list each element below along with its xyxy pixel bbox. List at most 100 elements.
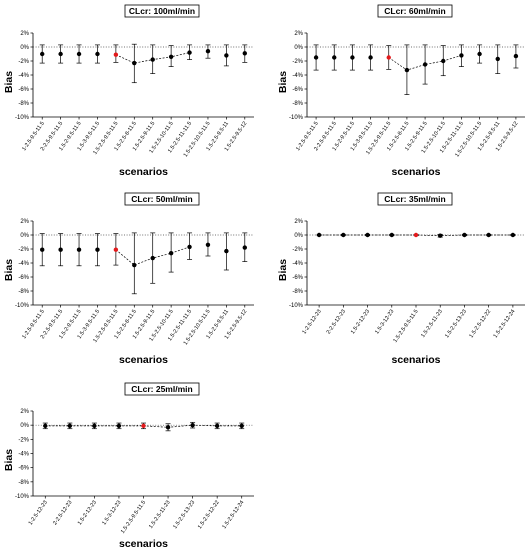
data-point [510,232,516,238]
data-point [477,51,482,57]
y-tick-label: -4% [292,73,303,79]
y-tick-label: 0% [20,423,29,429]
x-axis-label: scenarios [391,166,440,178]
data-point [513,53,519,59]
y-tick-label: 2% [20,409,29,415]
x-tick-label: 1.5-2.5-12-24 [221,500,245,530]
x-tick-label: 1.5-3-12-23 [101,500,122,527]
data-point [242,51,247,56]
series-connector-line [319,234,513,237]
x-tick-label: 1-2.5-12-23 [28,500,49,527]
data-point [187,50,192,55]
y-tick-label: 0% [294,233,303,239]
data-point [190,422,195,428]
chart-panel-3: CLcr: 50ml/min2%0%-2%-4%-6%-8%-10%1-2.5-… [3,192,254,366]
y-tick-label: -8% [292,101,303,107]
x-tick-label: 1.5-2-12-23 [77,500,98,527]
data-point [95,247,100,252]
data-point [168,251,174,256]
data-point [132,262,137,268]
x-tick-label: 1-2.5-12-23 [302,309,323,336]
y-tick-label: -8% [18,101,29,107]
y-tick-label: -10% [15,494,30,500]
data-point [332,55,337,60]
x-tick-label: 1.5-2.5-12-22 [197,500,221,530]
data-point [168,54,174,59]
y-tick-label: 2% [20,219,29,225]
x-tick-label: 2-2.5-12-23 [326,309,347,336]
y-tick-label: -4% [18,261,29,267]
x-tick-label: 1.5-2.5-9.5-11.5 [393,309,420,344]
chart-panel-1: CLcr: 100ml/min2%0%-2%-4%-6%-8%-10%1-2.5… [3,4,254,178]
x-tick-label: 1.5-2-12-23 [350,309,371,336]
data-point [40,247,45,252]
data-point [224,53,229,58]
data-point [316,232,322,238]
y-tick-label: 2% [294,31,303,37]
chart-panel-2: CLcr: 60ml/min2%0%-2%-4%-6%-8%-10%1-2.5-… [277,4,525,178]
x-axis-label: scenarios [119,354,168,366]
y-tick-label: -10% [289,115,304,121]
data-point [132,60,137,66]
y-tick-label: -6% [292,87,303,93]
x-tick-label: 2-2.5-12-23 [52,500,73,527]
x-axis-label: scenarios [119,166,168,178]
data-point [341,232,346,238]
x-axis-label: scenarios [119,538,168,550]
y-axis-label: Bias [277,71,289,93]
y-tick-label: -2% [18,437,29,443]
data-point-highlight [413,232,419,238]
data-point [224,248,229,254]
chart-title: CLcr: 60ml/min [384,6,445,16]
chart-title-box [377,4,453,18]
data-point [368,55,373,60]
y-tick-label: 0% [20,45,29,51]
data-point [205,242,211,247]
y-tick-label: -6% [18,87,29,93]
data-point [116,423,122,429]
y-axis-label: Bias [3,449,15,471]
y-tick-label: -8% [292,289,303,295]
x-tick-label: 1.5-2.5-13-23 [172,500,196,530]
data-point [92,423,97,429]
chart-title-box [124,382,200,396]
y-tick-label: -6% [18,275,29,281]
x-tick-label: 1.5-2.5-11-23 [420,309,444,339]
series-connector-line [388,55,462,71]
y-tick-label: -2% [18,59,29,65]
data-point [313,55,319,60]
y-tick-label: -4% [18,452,29,458]
x-tick-label: 1.5-2.5-13-23 [444,309,468,339]
chart-title: CLcr: 100ml/min [129,6,195,16]
data-point [76,247,82,252]
x-tick-label: 1.5-2.5-11-23 [148,500,172,530]
y-tick-label: -10% [15,115,30,121]
data-point [95,51,100,57]
data-point [462,232,467,238]
chart-title-box [124,192,200,206]
chart-title: CLcr: 50ml/min [131,194,192,204]
data-point [404,67,410,73]
chart-title-box [124,4,200,18]
data-point [495,56,500,62]
y-tick-label: 0% [20,233,29,239]
data-point [438,233,443,238]
data-point [43,423,48,429]
y-tick-label: -6% [18,466,29,472]
data-point-highlight [113,52,119,57]
x-tick-label: 1.5-3-12-23 [374,309,395,336]
y-axis-label: Bias [3,259,15,281]
y-tick-label: -4% [18,73,29,79]
data-point [187,244,192,250]
y-tick-label: -10% [15,303,30,309]
data-point [58,247,63,252]
data-point [58,51,63,57]
data-point-highlight [386,55,391,60]
data-point [165,425,171,430]
chart-title-box [377,192,453,206]
chart-title: CLcr: 25ml/min [131,384,192,394]
x-tick-label: 1.5-2.5-9.5-11.5 [120,500,147,535]
y-tick-label: -8% [18,480,29,486]
y-axis-label: Bias [3,71,15,93]
